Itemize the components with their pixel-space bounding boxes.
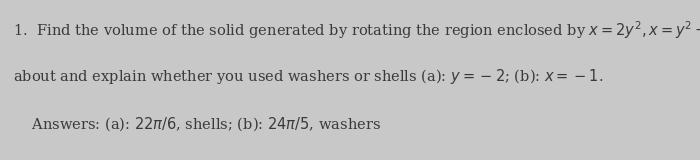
Text: about and explain whether you used washers or shells (a): $y = -2$; (b): $x = -1: about and explain whether you used washe… — [13, 67, 603, 86]
Text: 1.  Find the volume of the solid generated by rotating the region enclosed by $x: 1. Find the volume of the solid generate… — [13, 19, 700, 41]
Text: Answers: (a): $22\pi/6$, shells; (b): $24\pi/5$, washers: Answers: (a): $22\pi/6$, shells; (b): $2… — [13, 115, 381, 133]
